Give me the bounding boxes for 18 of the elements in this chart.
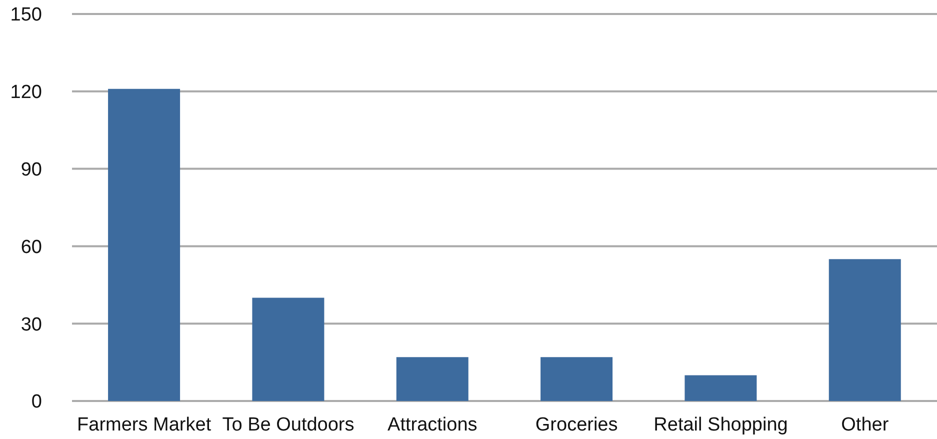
y-tick-label: 90	[20, 160, 42, 181]
x-tick-label: Attractions	[388, 414, 478, 436]
bar	[828, 259, 901, 401]
x-tick-label: Farmers Market	[77, 414, 212, 436]
y-tick-label: 60	[20, 236, 42, 258]
bar	[396, 357, 468, 401]
bar	[540, 357, 613, 401]
y-tick-label: 150	[10, 4, 42, 26]
x-tick-label: Other	[841, 414, 890, 436]
x-tick-label: Groceries	[535, 414, 618, 436]
bar	[252, 298, 324, 401]
y-tick-label: 0	[31, 392, 42, 413]
y-tick-label: 30	[20, 314, 42, 336]
x-tick-label: To Be Outdoors	[222, 414, 354, 436]
y-tick-label: 120	[10, 82, 42, 104]
bar	[108, 88, 180, 401]
bar	[684, 375, 757, 401]
x-tick-label: Retail Shopping	[654, 414, 788, 436]
